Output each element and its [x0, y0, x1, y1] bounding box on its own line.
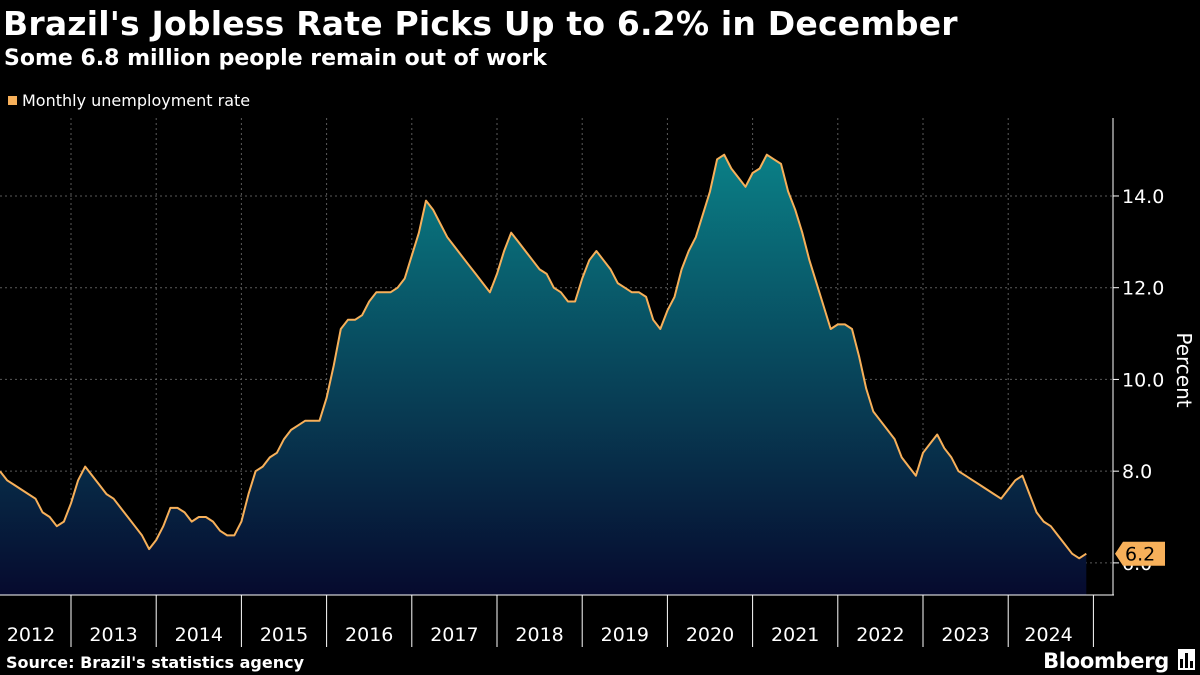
- label-layer: 6.08.010.012.014.02012201320142015201620…: [7, 186, 1165, 646]
- x-tick-label: 2023: [941, 624, 989, 646]
- y-tick-label: 12.0: [1122, 278, 1164, 300]
- area-fill: [0, 154, 1087, 595]
- chart-title: Brazil's Jobless Rate Picks Up to 6.2% i…: [3, 4, 958, 43]
- x-tick-label: 2021: [771, 624, 819, 646]
- legend: Monthly unemployment rate: [8, 91, 250, 110]
- x-tick-label: 2013: [89, 624, 137, 646]
- last-value-badge: [1115, 541, 1165, 566]
- y-tick-label: 10.0: [1122, 369, 1164, 391]
- series-line: [0, 153, 1087, 560]
- x-tick-label: 2012: [7, 624, 55, 646]
- legend-label: Monthly unemployment rate: [22, 91, 251, 110]
- legend-swatch: [8, 96, 17, 105]
- x-tick-label: 2022: [856, 624, 904, 646]
- x-tick-label: 2016: [345, 624, 393, 646]
- y-axis-title: Percent: [1172, 332, 1196, 407]
- y-tick-label: 14.0: [1122, 186, 1164, 208]
- x-tick-label: 2019: [601, 624, 649, 646]
- x-tick-label: 2015: [260, 624, 308, 646]
- x-tick-label: 2014: [175, 624, 223, 646]
- last-value-label: 6.2: [1125, 544, 1155, 566]
- y-tick-label: 8.0: [1122, 461, 1152, 483]
- axis-layer: [0, 118, 1119, 647]
- chart-subtitle: Some 6.8 million people remain out of wo…: [4, 46, 547, 71]
- brand-logo: Bloomberg: [1043, 649, 1169, 673]
- source-note: Source: Brazil's statistics agency: [6, 653, 304, 672]
- x-tick-label: 2024: [1024, 624, 1072, 646]
- x-tick-label: 2017: [430, 624, 478, 646]
- x-tick-label: 2018: [515, 624, 563, 646]
- x-tick-label: 2020: [686, 624, 734, 646]
- bloomberg-terminal-icon: [1178, 649, 1195, 670]
